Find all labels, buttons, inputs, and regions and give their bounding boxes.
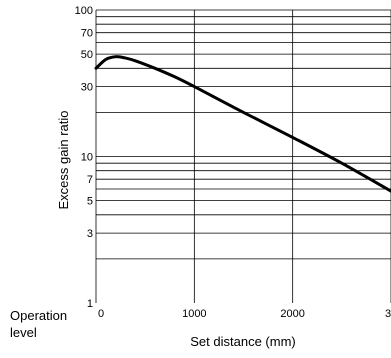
y-tick-label: 7 [87,174,93,186]
grid [96,10,391,303]
x-tick-label: 2000 [280,308,304,320]
y-tick-label: 1 [87,298,93,310]
y-tick-label: 30 [81,82,93,94]
operation-label-line1: Operation [10,308,67,323]
y-axis-label: Excess gain ratio [56,111,71,210]
x-tick-label: 3000 [385,308,391,320]
y-tick-label: 100 [75,5,93,17]
x-tick-label: 1000 [182,308,206,320]
y-tick-label: 5 [87,196,93,208]
x-tick-label: 0 [98,308,104,320]
y-tick-label: 10 [81,152,93,164]
x-axis-label: Set distance (mm) [190,334,295,349]
y-tick-label: 50 [81,49,93,61]
y-tick-label: 70 [81,28,93,40]
y-tick-label: 3 [87,228,93,240]
operation-label-line2: level [10,325,37,340]
